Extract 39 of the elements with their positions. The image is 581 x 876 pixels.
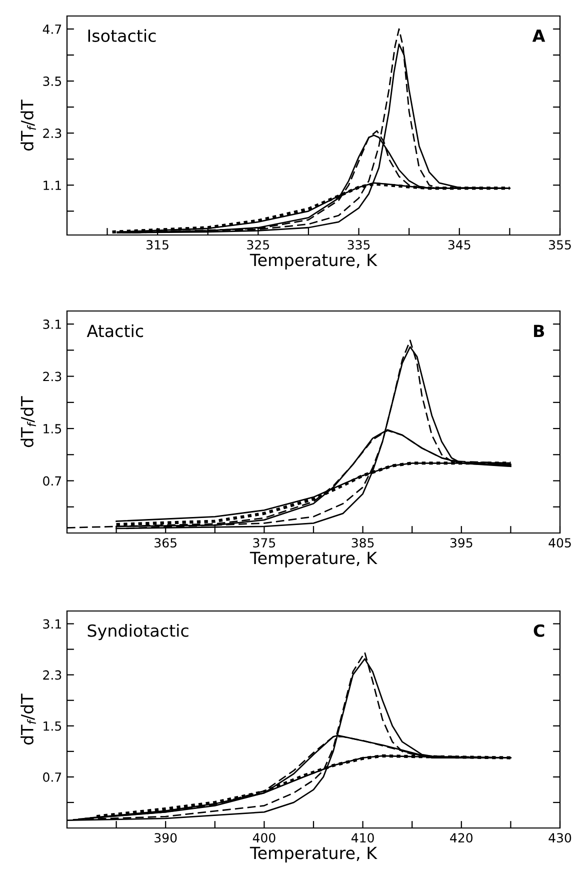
annotation: Isotactic (88, 29, 156, 42)
y-axis-title: dT$_{f}$/dT (20, 100, 36, 151)
x-axis-title: Temperature, K (250, 254, 378, 270)
annotation: A (532, 30, 546, 42)
y-tick-label: 1.1 (44, 180, 61, 190)
y-tick-label: 3.1 (43, 320, 61, 329)
x-tick-label: 315 (146, 240, 168, 250)
y-tick-label: 1.5 (44, 424, 62, 434)
x-tick-label: 385 (352, 538, 374, 548)
x-axis-title: Temperature, K (250, 846, 378, 862)
y-tick-label: 1.5 (44, 722, 62, 731)
x-tick-label: 335 (348, 240, 370, 250)
y-tick-label: 3.5 (43, 76, 62, 86)
y-tick-label: 4.7 (42, 24, 62, 34)
y-tick-label: 2.3 (43, 372, 62, 382)
y-axis-title: dT$_{f}$/dT (20, 396, 36, 448)
x-tick-label: 420 (450, 833, 472, 843)
y-tick-label: 2.3 (43, 670, 62, 680)
x-tick-label: 375 (253, 538, 276, 548)
y-axis-title: dT$_{f}$/dT (20, 694, 36, 745)
y-tick-label: 3.1 (43, 619, 61, 629)
x-tick-label: 430 (548, 833, 572, 843)
y-tick-label: 0.7 (43, 772, 62, 782)
annotation: C (534, 624, 544, 637)
x-tick-label: 405 (548, 538, 571, 548)
annotation: B (534, 324, 544, 337)
x-tick-label: 345 (448, 240, 470, 250)
x-tick-label: 365 (154, 538, 176, 548)
x-axis-title: Temperature, K (250, 552, 378, 568)
x-tick-label: 325 (247, 240, 269, 250)
annotation: Atactic (86, 324, 144, 338)
x-tick-label: 410 (351, 833, 374, 843)
x-tick-label: 400 (252, 833, 276, 843)
y-tick-label: 0.7 (43, 476, 62, 486)
x-tick-label: 390 (154, 833, 177, 843)
annotation: Syndiotactic (88, 624, 188, 640)
y-tick-label: 2.3 (43, 128, 62, 138)
x-tick-label: 355 (549, 240, 571, 250)
x-tick-label: 395 (450, 538, 472, 548)
